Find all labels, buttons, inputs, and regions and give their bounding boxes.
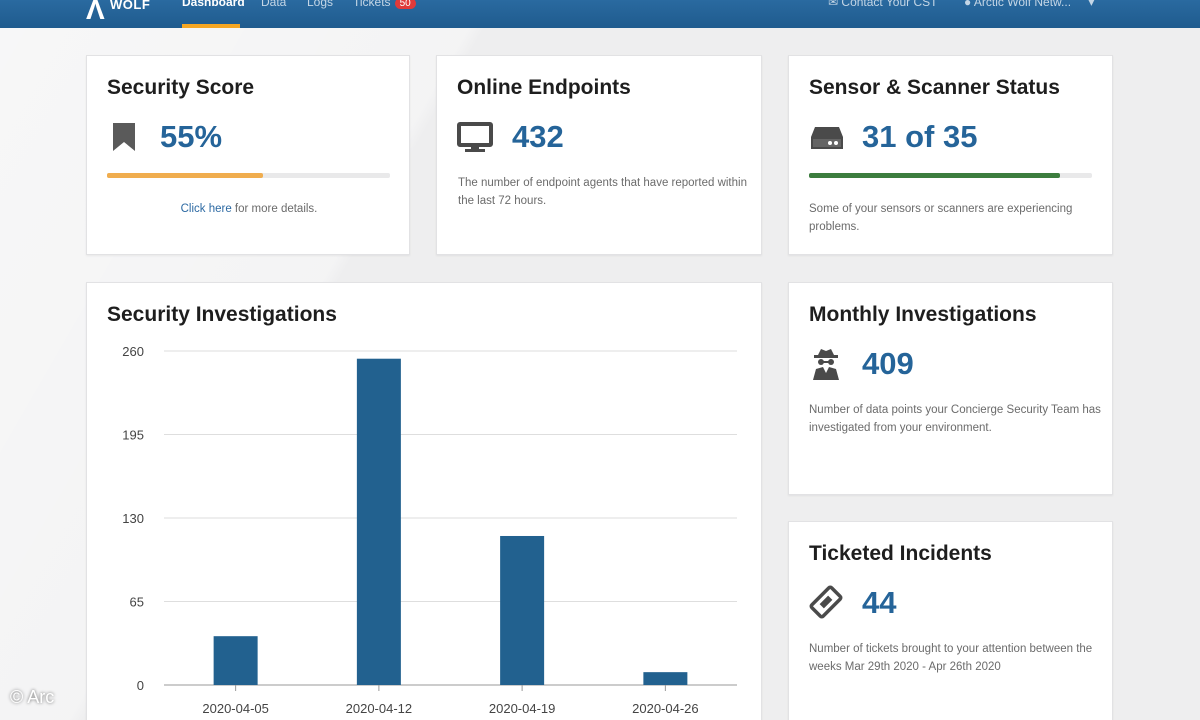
- arctic-wolf-logo[interactable]: Λ WOLF: [86, 0, 166, 28]
- logo-word: WOLF: [110, 0, 151, 12]
- ticketed-incidents-value: 44: [862, 585, 897, 620]
- click-here-link[interactable]: Click here: [180, 203, 232, 215]
- monthly-investigations-title: Monthly Investigations: [809, 303, 1037, 326]
- details-suffix: for more details.: [231, 203, 318, 215]
- bar-2020-04-19: [500, 535, 545, 685]
- sensor-status-card: Sensor & Scanner Status 31 of 35 Some of…: [788, 55, 1113, 255]
- wolf-logo-icon: Λ: [86, 0, 105, 25]
- spy-icon: [811, 347, 841, 386]
- monthly-investigations-value: 409: [862, 346, 914, 381]
- contact-cst-link[interactable]: ✉ Contact Your CST: [828, 0, 937, 9]
- top-nav-bar: Λ WOLF Dashboard Data Logs Tickets 50 ✉ C…: [0, 0, 1200, 28]
- tickets-count-badge: 50: [394, 0, 416, 9]
- y-tick-label: 65: [130, 595, 144, 610]
- security-investigations-card: Security Investigations 0 65 130 195 260 2020…: [86, 282, 762, 720]
- x-tick-label: 2020-04-05: [202, 701, 269, 716]
- security-score-progress: [107, 173, 390, 178]
- x-tick-label: 2020-04-26: [632, 701, 699, 716]
- sensor-status-title: Sensor & Scanner Status: [809, 76, 1060, 99]
- bookmark-icon: [111, 121, 137, 158]
- sensor-status-value: 31 of 35: [862, 119, 978, 154]
- bar-2020-04-05: [213, 636, 258, 685]
- ticketed-incidents-card: Ticketed Incidents 44 Number of tickets …: [788, 521, 1113, 720]
- nav-tab-tickets[interactable]: Tickets 50: [353, 0, 416, 9]
- watermark: © Arc: [10, 687, 55, 707]
- chat-bubble-icon: ✉: [828, 0, 839, 9]
- y-tick-label: 260: [122, 344, 144, 359]
- security-score-value: 55%: [160, 119, 223, 154]
- sensor-status-progress: [809, 173, 1092, 178]
- ticket-icon: [808, 584, 844, 625]
- nav-tab-data[interactable]: Data: [261, 0, 287, 9]
- security-investigations-title: Security Investigations: [107, 303, 337, 326]
- account-menu[interactable]: ● Arctic Wolf Netw... ▾: [964, 0, 1094, 9]
- monthly-investigations-card: Monthly Investigations 409 Number of dat…: [788, 282, 1113, 495]
- monthly-investigations-description: Number of data points your Concierge Sec…: [809, 404, 1101, 434]
- online-endpoints-value: 432: [512, 119, 564, 154]
- server-icon: [809, 125, 845, 156]
- x-tick-label: 2020-04-19: [489, 701, 556, 716]
- x-tick-label: 2020-04-12: [346, 701, 413, 716]
- nav-tab-logs[interactable]: Logs: [307, 0, 334, 9]
- contact-cst-label: Contact Your CST: [841, 0, 938, 9]
- y-tick-label: 130: [122, 511, 144, 526]
- y-tick-label: 0: [137, 678, 144, 693]
- online-endpoints-description: The number of endpoint agents that have …: [458, 177, 747, 207]
- nav-tab-dashboard[interactable]: Dashboard: [182, 0, 245, 9]
- active-tab-indicator: [182, 24, 240, 28]
- chevron-down-icon: ▾: [1088, 0, 1095, 9]
- security-score-details: Click here for more details.: [87, 200, 411, 218]
- security-score-title: Security Score: [107, 76, 255, 99]
- bar-2020-04-12: [356, 358, 401, 685]
- investigations-bar-chart: 0 65 130 195 260 2020-04-05 2020-04-12 2020-04-…: [122, 344, 737, 716]
- sensor-status-description: Some of your sensors or scanners are exp…: [809, 203, 1073, 233]
- ticketed-incidents-title: Ticketed Incidents: [809, 542, 992, 565]
- online-endpoints-card: Online Endpoints 432 The number of endpo…: [436, 55, 762, 255]
- monitor-icon: [457, 122, 493, 159]
- y-tick-label: 195: [122, 428, 144, 443]
- security-score-card: Security Score 55% Click here for more d…: [86, 55, 410, 255]
- security-score-progress-fill: [107, 173, 263, 178]
- bar-2020-04-26: [643, 672, 688, 685]
- nav-tab-tickets-label: Tickets: [353, 0, 391, 9]
- sensor-status-progress-fill: [809, 173, 1060, 178]
- user-icon: ●: [964, 0, 972, 9]
- online-endpoints-title: Online Endpoints: [457, 76, 631, 99]
- account-name: Arctic Wolf Netw...: [973, 0, 1072, 9]
- ticketed-incidents-description: Number of tickets brought to your attent…: [809, 643, 1093, 673]
